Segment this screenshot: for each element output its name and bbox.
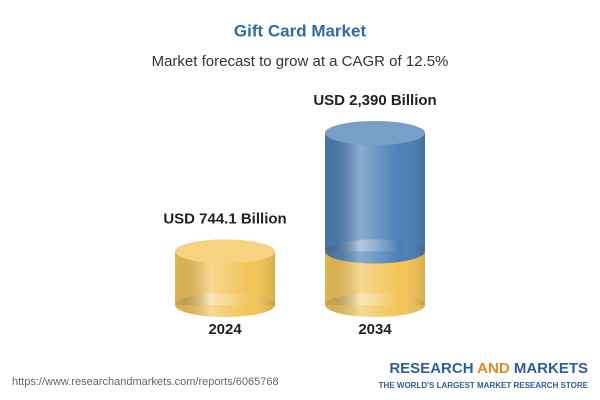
logo-word: AND bbox=[477, 360, 510, 377]
cylinder-base-shine bbox=[175, 293, 275, 317]
logo-tagline: THE WORLD'S LARGEST MARKET RESEARCH STOR… bbox=[379, 381, 589, 390]
chart-subtitle: Market forecast to grow at a CAGR of 12.… bbox=[152, 53, 449, 70]
logo-word: MARKETS bbox=[514, 360, 588, 377]
cylinder-top bbox=[325, 121, 425, 145]
value-label: USD 744.1 Billion bbox=[163, 210, 286, 227]
value-label: USD 2,390 Billion bbox=[313, 92, 436, 109]
x-tick-label: 2024 bbox=[208, 321, 242, 338]
logo: RESEARCH AND MARKETS bbox=[389, 360, 588, 377]
bar-shine bbox=[325, 133, 425, 252]
cylinder-top-light bbox=[325, 121, 425, 145]
cylinder-base-shine bbox=[325, 239, 425, 264]
cylinder-base-shine bbox=[325, 293, 425, 317]
x-tick-label: 2034 bbox=[358, 321, 392, 338]
cylinder-top-light bbox=[175, 239, 275, 264]
cylinder-top bbox=[175, 239, 275, 264]
source-url: https://www.researchandmarkets.com/repor… bbox=[12, 376, 279, 388]
chart-title: Gift Card Market bbox=[234, 21, 367, 40]
logo-word: RESEARCH bbox=[389, 360, 473, 377]
